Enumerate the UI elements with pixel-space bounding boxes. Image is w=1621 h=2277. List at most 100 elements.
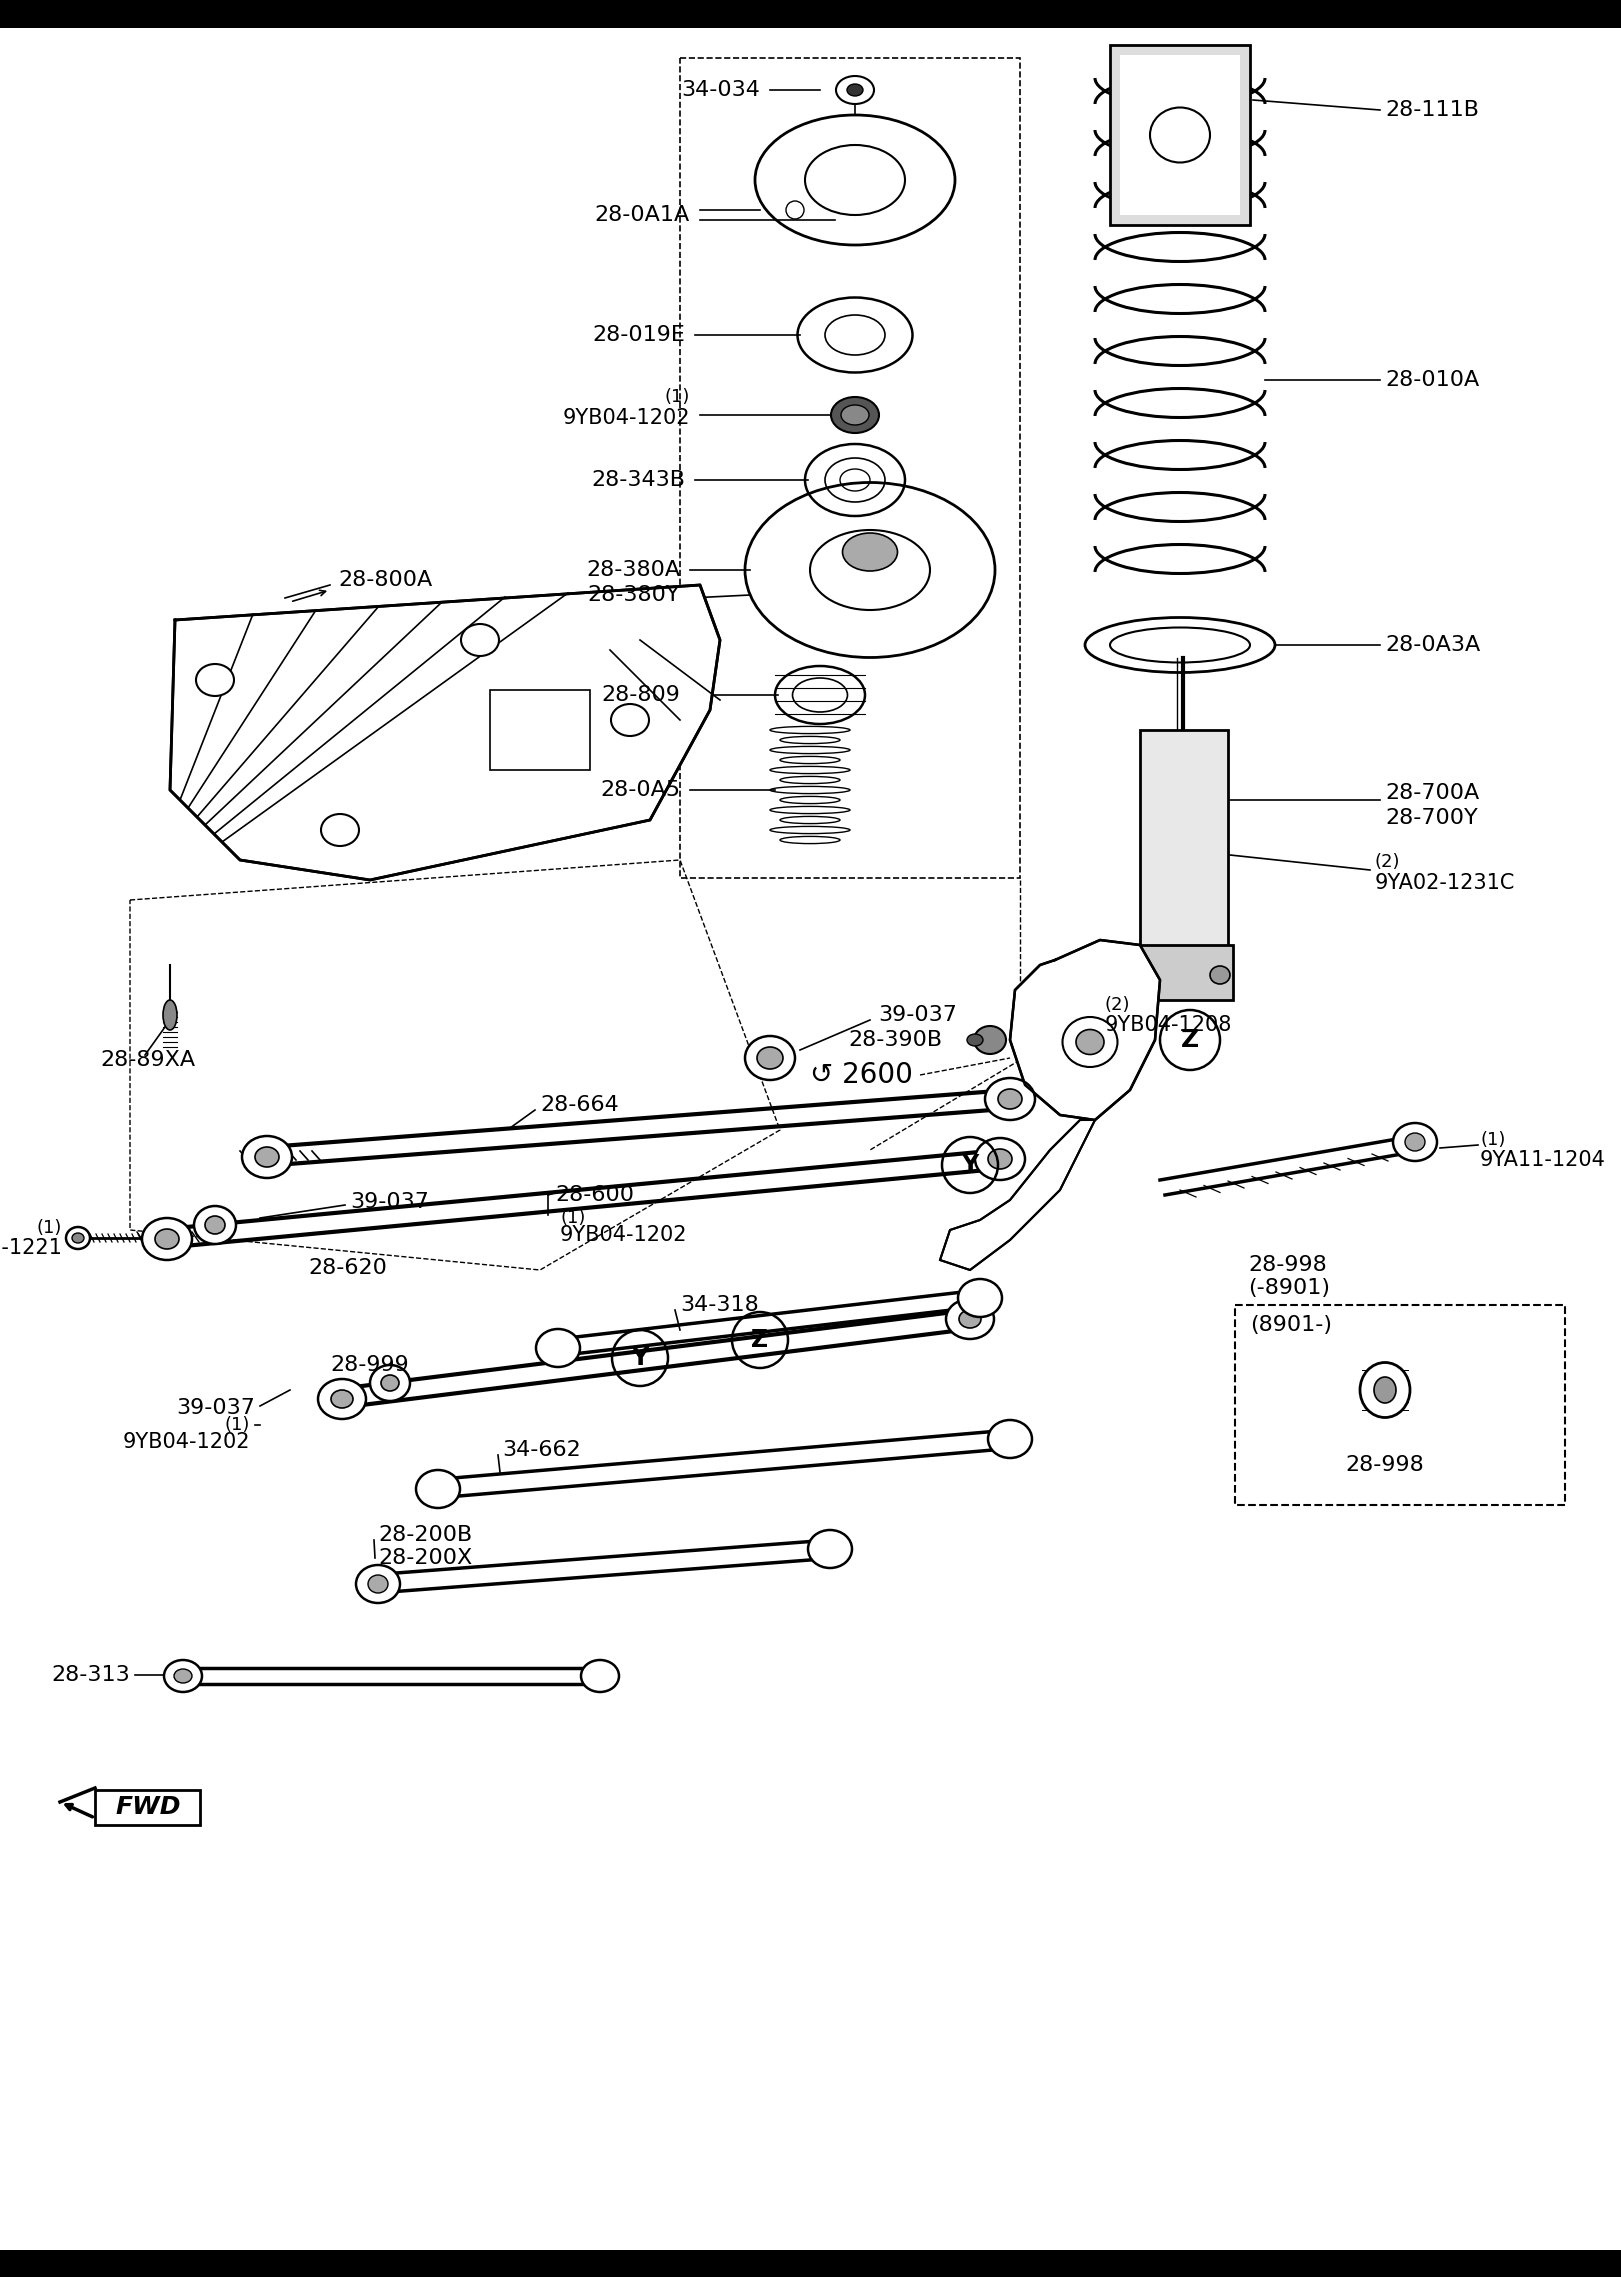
Polygon shape (1010, 940, 1161, 1120)
Text: 39-037: 39-037 (350, 1191, 430, 1211)
Ellipse shape (1076, 1029, 1104, 1054)
Ellipse shape (368, 1576, 387, 1594)
Ellipse shape (974, 1027, 1007, 1054)
Ellipse shape (381, 1375, 399, 1391)
Ellipse shape (156, 1230, 178, 1250)
Text: 28-600: 28-600 (554, 1184, 634, 1205)
Text: 34-318: 34-318 (679, 1296, 759, 1316)
Text: 28-800A: 28-800A (339, 569, 433, 590)
Text: 28-998: 28-998 (1248, 1255, 1326, 1275)
Text: 9YB04-1202: 9YB04-1202 (559, 1225, 687, 1246)
Ellipse shape (318, 1380, 366, 1419)
Ellipse shape (66, 1227, 91, 1250)
Text: 28-313: 28-313 (52, 1664, 130, 1685)
Ellipse shape (832, 396, 879, 433)
Ellipse shape (807, 1530, 853, 1569)
Ellipse shape (242, 1136, 292, 1177)
Ellipse shape (974, 1138, 1024, 1179)
Ellipse shape (848, 84, 862, 96)
Text: (1): (1) (225, 1416, 250, 1435)
Text: 28-380A: 28-380A (585, 560, 679, 581)
Ellipse shape (195, 1207, 237, 1243)
Text: 39-037: 39-037 (879, 1004, 956, 1025)
Text: Z: Z (752, 1327, 768, 1353)
Ellipse shape (611, 704, 648, 735)
Text: (1): (1) (1480, 1132, 1506, 1150)
Ellipse shape (357, 1564, 400, 1603)
Text: (2): (2) (1375, 854, 1401, 872)
Bar (490, 690, 590, 770)
Text: 9YB04-1208: 9YB04-1208 (1106, 1016, 1232, 1036)
Text: ↺ 2600: ↺ 2600 (810, 1061, 913, 1088)
Bar (1110, 46, 1250, 225)
Text: 28-999: 28-999 (331, 1355, 408, 1375)
Ellipse shape (1405, 1134, 1425, 1150)
Ellipse shape (204, 1216, 225, 1234)
Text: 28-200B: 28-200B (378, 1526, 472, 1546)
Text: 28-700Y: 28-700Y (1384, 808, 1478, 829)
Bar (1140, 731, 1229, 950)
Ellipse shape (843, 533, 898, 572)
Ellipse shape (1135, 965, 1156, 984)
Text: 28-700A: 28-700A (1384, 783, 1480, 804)
Ellipse shape (143, 1218, 191, 1259)
Ellipse shape (1360, 1362, 1410, 1419)
Bar (1235, 1305, 1564, 1505)
Bar (1135, 945, 1234, 1000)
Ellipse shape (999, 1088, 1021, 1109)
Ellipse shape (746, 1036, 794, 1079)
Text: 28-809: 28-809 (601, 685, 679, 706)
Ellipse shape (196, 665, 233, 697)
Ellipse shape (164, 1660, 203, 1692)
Text: Y: Y (631, 1346, 648, 1371)
Ellipse shape (321, 813, 358, 847)
Text: 9YA11-1204: 9YA11-1204 (1480, 1150, 1606, 1170)
Ellipse shape (1375, 1378, 1396, 1403)
Text: 28-0A1A: 28-0A1A (595, 205, 691, 225)
Bar (0, 2250, 1621, 2277)
Bar (1120, 55, 1240, 214)
Text: 28-380Y: 28-380Y (587, 585, 679, 606)
Bar (679, 57, 1020, 879)
Ellipse shape (460, 624, 499, 656)
Ellipse shape (1062, 1018, 1117, 1068)
Ellipse shape (71, 1234, 84, 1243)
Ellipse shape (960, 1309, 981, 1327)
Ellipse shape (958, 1280, 1002, 1316)
Bar (96, 1790, 199, 1824)
Text: 28-664: 28-664 (540, 1095, 619, 1116)
Ellipse shape (1209, 965, 1230, 984)
Text: 28-343B: 28-343B (592, 469, 686, 490)
Ellipse shape (164, 1000, 177, 1029)
Text: 28-0A5: 28-0A5 (600, 781, 679, 799)
Text: 28-620: 28-620 (308, 1257, 387, 1277)
Ellipse shape (1392, 1123, 1436, 1161)
Text: 34-662: 34-662 (503, 1439, 580, 1460)
Ellipse shape (986, 1077, 1034, 1120)
Text: 28-390B: 28-390B (848, 1029, 942, 1050)
Ellipse shape (968, 1034, 982, 1045)
Text: 9YB04-1202: 9YB04-1202 (123, 1432, 250, 1453)
Ellipse shape (417, 1471, 460, 1507)
Text: (1): (1) (37, 1218, 62, 1236)
Text: 28-89XA: 28-89XA (101, 1050, 195, 1070)
Ellipse shape (757, 1047, 783, 1068)
Text: (-8901): (-8901) (1248, 1277, 1329, 1298)
Text: (1): (1) (665, 387, 691, 405)
Ellipse shape (947, 1298, 994, 1339)
Ellipse shape (254, 1148, 279, 1168)
Text: Z: Z (1182, 1027, 1200, 1052)
Text: 9YA02-1221: 9YA02-1221 (0, 1239, 62, 1257)
Ellipse shape (841, 405, 869, 426)
Ellipse shape (537, 1330, 580, 1366)
Ellipse shape (989, 1421, 1033, 1457)
Bar (0, 0, 1621, 27)
Text: 9YA02-1231C: 9YA02-1231C (1375, 872, 1516, 893)
Ellipse shape (173, 1669, 191, 1683)
Ellipse shape (331, 1389, 353, 1407)
Polygon shape (940, 1120, 1096, 1271)
Text: 9YB04-1202: 9YB04-1202 (562, 408, 691, 428)
Ellipse shape (580, 1660, 619, 1692)
Text: FWD: FWD (115, 1794, 182, 1819)
Text: 28-019E: 28-019E (592, 326, 686, 346)
